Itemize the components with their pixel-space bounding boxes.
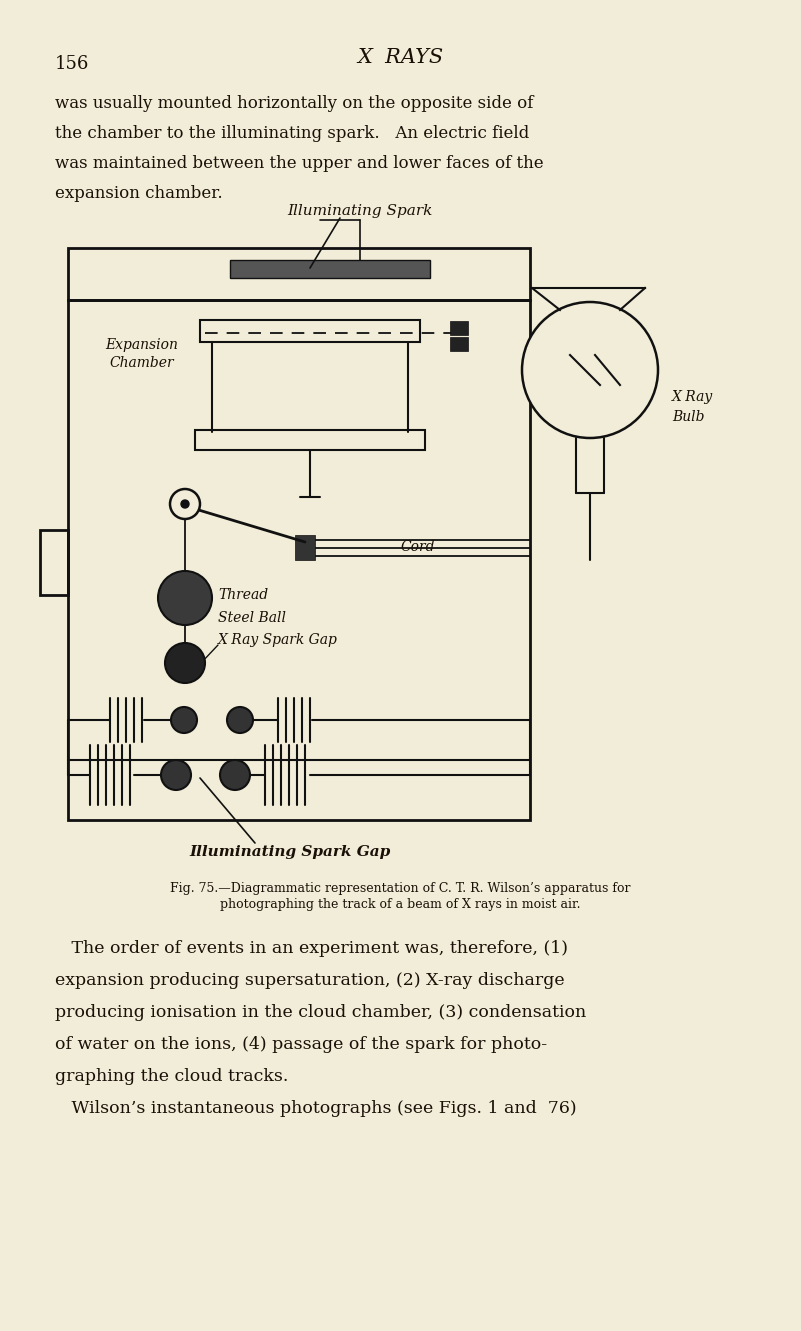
Text: Wilson’s instantaneous photographs (see Figs. 1 and  76): Wilson’s instantaneous photographs (see …: [55, 1099, 577, 1117]
Circle shape: [161, 760, 191, 791]
Text: Illuminating Spark: Illuminating Spark: [288, 204, 433, 218]
Text: X Ray: X Ray: [672, 390, 713, 405]
Text: Steel Ball: Steel Ball: [218, 611, 286, 626]
Circle shape: [220, 760, 250, 791]
Circle shape: [171, 707, 197, 733]
Text: of water on the ions, (4) passage of the spark for photo-: of water on the ions, (4) passage of the…: [55, 1036, 547, 1053]
Text: Chamber: Chamber: [110, 355, 175, 370]
Circle shape: [165, 643, 205, 683]
Text: Cord: Cord: [400, 540, 434, 554]
Polygon shape: [230, 260, 430, 278]
Text: graphing the cloud tracks.: graphing the cloud tracks.: [55, 1067, 288, 1085]
Text: expansion producing supersaturation, (2) X-ray discharge: expansion producing supersaturation, (2)…: [55, 972, 565, 989]
Text: Thread: Thread: [218, 588, 268, 602]
Polygon shape: [450, 321, 468, 335]
Polygon shape: [450, 337, 468, 351]
Text: 156: 156: [55, 55, 90, 73]
Circle shape: [158, 571, 212, 626]
Circle shape: [181, 500, 189, 508]
Text: Fig. 75.—Diagrammatic representation of C. T. R. Wilson’s apparatus for: Fig. 75.—Diagrammatic representation of …: [170, 882, 630, 894]
Text: X Ray Spark Gap: X Ray Spark Gap: [218, 634, 338, 647]
Polygon shape: [295, 535, 315, 560]
Circle shape: [227, 707, 253, 733]
Text: producing ionisation in the cloud chamber, (3) condensation: producing ionisation in the cloud chambe…: [55, 1004, 586, 1021]
Text: X  RAYS: X RAYS: [357, 48, 443, 67]
Circle shape: [522, 302, 658, 438]
Text: was maintained between the upper and lower faces of the: was maintained between the upper and low…: [55, 154, 544, 172]
Circle shape: [170, 488, 200, 519]
Text: Bulb: Bulb: [672, 410, 705, 425]
Text: The order of events in an experiment was, therefore, (1): The order of events in an experiment was…: [55, 940, 568, 957]
Text: Expansion: Expansion: [106, 338, 179, 351]
Text: the chamber to the illuminating spark.   An electric field: the chamber to the illuminating spark. A…: [55, 125, 529, 142]
Text: Illuminating Spark Gap: Illuminating Spark Gap: [189, 845, 391, 858]
Text: was usually mounted horizontally on the opposite side of: was usually mounted horizontally on the …: [55, 95, 533, 112]
Text: photographing the track of a beam of X rays in moist air.: photographing the track of a beam of X r…: [219, 898, 580, 910]
Text: expansion chamber.: expansion chamber.: [55, 185, 223, 202]
